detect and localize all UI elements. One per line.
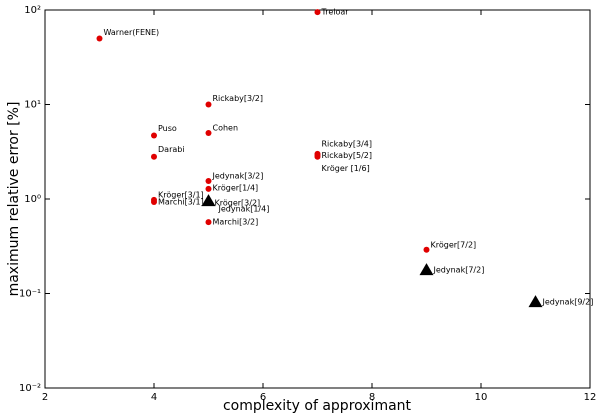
y-tick-label: 10² — [24, 5, 41, 16]
point — [151, 198, 157, 205]
point — [151, 132, 157, 139]
point-label: Rickaby[3/4] — [322, 139, 373, 148]
point-label: Puso — [158, 124, 177, 133]
x-tick-label: 4 — [151, 392, 157, 403]
point-label: Rickaby[5/2] — [322, 151, 373, 160]
y-tick-label: 10⁰ — [24, 194, 41, 205]
point — [205, 129, 212, 136]
point — [423, 246, 430, 253]
point — [96, 35, 103, 42]
point-label: Darabi — [158, 145, 185, 154]
point-label: Jedynak[7/2] — [433, 266, 485, 275]
x-tick-label: 2 — [42, 392, 48, 403]
point — [419, 263, 434, 276]
y-tick-label: 10⁻² — [19, 383, 41, 394]
point-label: Marchi[3/2] — [213, 218, 259, 227]
point-label: Rickaby[3/2] — [213, 94, 264, 103]
point — [528, 295, 543, 308]
point — [314, 9, 321, 16]
x-tick-label: 8 — [369, 392, 375, 403]
point — [151, 153, 157, 160]
point-label: Kröger[1/4] — [213, 183, 259, 192]
point-label: Jedynak[1/4] — [218, 205, 270, 214]
point — [201, 194, 216, 207]
y-tick-label: 10¹ — [24, 100, 41, 111]
point-label: Kröger[3/2] — [215, 198, 261, 207]
point — [314, 153, 321, 160]
y-tick-label: 10⁻¹ — [19, 289, 41, 300]
x-tick-label: 12 — [584, 392, 597, 403]
x-tick-label: 6 — [260, 392, 266, 403]
point-label: Warner(FENE) — [104, 28, 160, 37]
point — [205, 219, 212, 226]
point — [205, 185, 212, 192]
point-label: Treloar — [321, 8, 350, 17]
x-tick-label: 10 — [475, 392, 488, 403]
point — [205, 178, 212, 185]
point — [205, 101, 212, 108]
point-label: Jedynak[3/2] — [212, 172, 264, 181]
point-label: Kröger[7/2] — [431, 240, 477, 249]
y-axis-label: maximum relative error [%] — [6, 102, 22, 297]
point-label: Marchi[3/1] — [158, 197, 204, 206]
x-axis-label: complexity of approximant — [223, 398, 412, 414]
point-label: Jedynak[9/2] — [542, 298, 594, 307]
plot-frame — [44, 9, 591, 389]
point-label: Kröger[3/1] — [158, 190, 204, 199]
point-label: Kröger [1/6] — [322, 164, 370, 173]
point-label: Cohen — [213, 123, 239, 132]
